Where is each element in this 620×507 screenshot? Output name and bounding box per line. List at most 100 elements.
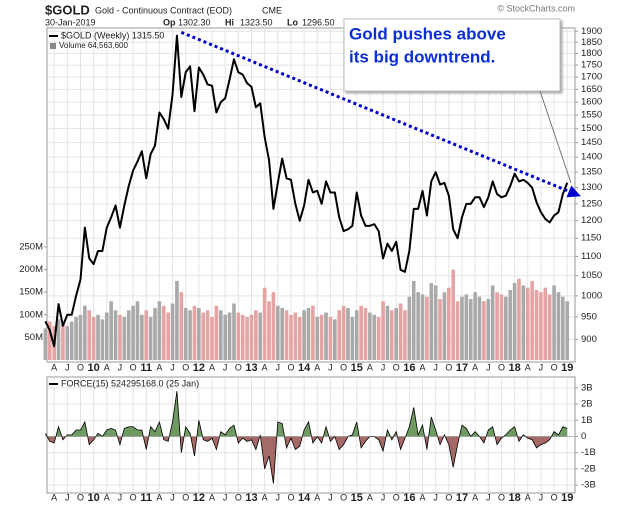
volume-tick-label: 50M: [25, 332, 44, 343]
y-tick-label: 900: [581, 334, 597, 345]
x-tick-label: 11: [140, 492, 152, 504]
volume-bar: [280, 308, 284, 360]
volume-bar: [354, 310, 359, 360]
force-tick-label: 2B: [581, 399, 593, 410]
x-tick-label: A: [525, 362, 531, 372]
volume-bar: [543, 287, 548, 360]
volume-bar: [561, 296, 565, 360]
y-tick-label: 1000: [581, 290, 602, 301]
volume-bar: [192, 305, 197, 360]
x-tick-label: O: [182, 362, 189, 372]
volume-bar: [65, 326, 70, 360]
x-tick-label: O: [182, 492, 189, 502]
force-legend: FORCE(15) 524295168.0 (25 Jan): [61, 378, 199, 388]
y-tick-label: 1050: [581, 270, 602, 281]
x-tick-label: A: [314, 362, 320, 372]
force-tick-label: -2B: [581, 463, 596, 474]
volume-bar: [350, 317, 355, 360]
volume-tick-label: 100M: [19, 309, 43, 320]
x-tick-label: O: [287, 492, 294, 502]
copyright: © StockCharts.com: [497, 3, 575, 13]
volume-bar: [83, 305, 87, 360]
quote-value: 1323.50: [240, 17, 273, 27]
volume-bar: [56, 319, 61, 360]
volume-bar: [197, 308, 201, 360]
volume-bar: [258, 312, 263, 360]
x-tick-label: J: [65, 362, 70, 372]
volume-bar: [407, 296, 412, 360]
volume-bar: [315, 317, 320, 360]
x-tick-label: J: [276, 362, 281, 372]
volume-bar: [262, 287, 267, 360]
x-tick-label: J: [433, 362, 438, 372]
volume-bar: [61, 323, 65, 360]
x-tick-label: J: [381, 362, 386, 372]
volume-bar: [539, 292, 543, 360]
volume-bar: [552, 285, 556, 360]
volume-bar: [245, 317, 249, 360]
volume-bar: [254, 310, 258, 360]
volume-bar: [140, 314, 144, 360]
annotation: its big downtrend.: [349, 47, 495, 66]
volume-bar: [451, 269, 456, 360]
volume-bar: [512, 283, 517, 360]
volume-bar: [297, 317, 302, 360]
x-tick-label: 18: [508, 362, 520, 374]
x-tick-label: A: [156, 362, 162, 372]
volume-bar: [122, 317, 127, 360]
volume-bar: [157, 301, 162, 360]
volume-bar: [504, 296, 508, 360]
volume-bar: [43, 328, 48, 360]
y-tick-label: 1850: [581, 37, 602, 48]
x-tick-label: A: [51, 492, 57, 502]
volume-bar: [530, 280, 534, 360]
annotation-box: [343, 18, 561, 92]
legend-swatch: [50, 43, 56, 49]
x-tick-label: 15: [351, 492, 363, 504]
y-tick-label: 1250: [581, 198, 602, 209]
volume-bar: [302, 310, 306, 360]
annotation-pointer: [539, 90, 572, 184]
x-tick-label: 19: [561, 362, 573, 374]
x-tick-label: 13: [245, 492, 257, 504]
x-tick-label: 12: [193, 362, 205, 374]
volume-bar: [333, 319, 337, 360]
x-tick-label: O: [235, 362, 242, 372]
x-tick-label: 14: [298, 492, 311, 504]
x-tick-label: A: [472, 362, 478, 372]
x-tick-label: J: [328, 362, 333, 372]
volume-bar: [87, 310, 92, 360]
x-tick-label: O: [445, 362, 452, 372]
trendline: [180, 30, 573, 194]
x-tick-label: O: [551, 362, 558, 372]
volume-bar: [464, 294, 469, 360]
force-tick-label: 3B: [581, 382, 593, 393]
x-tick-label: A: [104, 492, 110, 502]
volume-bar: [425, 296, 429, 360]
volume-bar: [47, 321, 52, 360]
y-tick-label: 1200: [581, 215, 602, 226]
x-tick-label: 17: [456, 492, 468, 504]
volume-bar: [306, 308, 311, 360]
x-tick-label: J: [118, 492, 123, 502]
x-tick-label: J: [118, 362, 123, 372]
x-tick-label: J: [486, 362, 491, 372]
y-tick-label: 1650: [581, 84, 602, 95]
volume-bar: [385, 305, 390, 360]
x-tick-label: J: [381, 492, 386, 502]
volume-tick-label: 150M: [19, 287, 43, 298]
x-tick-label: J: [223, 362, 228, 372]
y-tick-label: 1800: [581, 48, 602, 59]
volume-bar: [210, 317, 214, 360]
volume-bar: [438, 298, 442, 360]
x-tick-label: O: [287, 362, 294, 372]
volume-bar: [135, 301, 140, 360]
volume-bar: [547, 294, 552, 360]
quote-value: 1296.50: [302, 17, 335, 27]
x-tick-label: O: [393, 362, 400, 372]
quote-value: 1302.30: [178, 17, 211, 27]
volume-bar: [495, 292, 499, 360]
x-tick-label: O: [340, 492, 347, 502]
volume-bar: [118, 314, 122, 360]
